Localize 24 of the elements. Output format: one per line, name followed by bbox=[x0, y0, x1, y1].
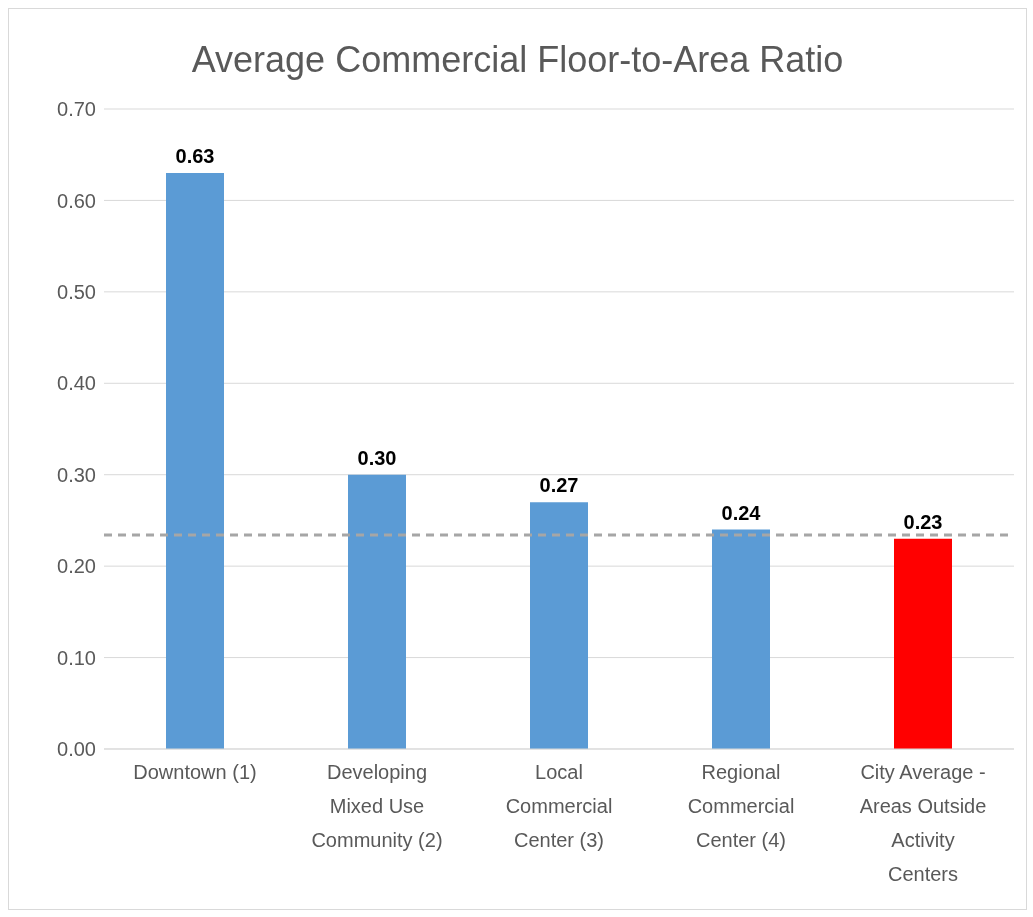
chart-title: Average Commercial Floor-to-Area Ratio bbox=[190, 38, 845, 82]
x-tick-label: Downtown (1) bbox=[133, 761, 257, 783]
x-tick-label: Developing Mixed Use Community (2) bbox=[311, 761, 443, 851]
y-tick-label: 0.30 bbox=[57, 463, 96, 486]
y-tick-label: 0.70 bbox=[57, 98, 96, 121]
x-tick-label: Regional Commercial Center (4) bbox=[687, 761, 795, 851]
y-tick-label: 0.50 bbox=[57, 280, 96, 303]
data-label: 0.30 bbox=[357, 446, 397, 469]
bar bbox=[894, 538, 952, 749]
bar bbox=[166, 173, 224, 749]
data-label: 0.23 bbox=[903, 510, 943, 533]
data-label: 0.27 bbox=[539, 474, 579, 497]
y-tick-label: 0.10 bbox=[57, 646, 96, 669]
x-tick-label: Local Commercial Center (3) bbox=[505, 761, 613, 851]
y-tick-label: 0.00 bbox=[57, 738, 96, 761]
bar bbox=[348, 474, 406, 749]
data-label: 0.24 bbox=[721, 501, 762, 524]
y-tick-label: 0.40 bbox=[57, 372, 96, 395]
data-label: 0.63 bbox=[175, 145, 215, 167]
bar bbox=[530, 502, 588, 749]
y-tick-label: 0.20 bbox=[57, 555, 96, 578]
x-tick-label: City Average - Areas Outside Activity Centers bbox=[859, 761, 987, 885]
bar bbox=[712, 529, 770, 749]
y-tick-label: 0.60 bbox=[57, 189, 96, 212]
